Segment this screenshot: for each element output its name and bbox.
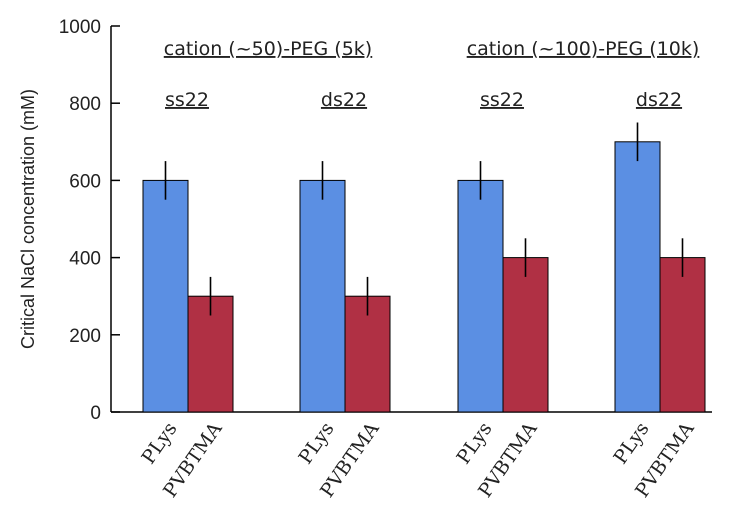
bar (659, 257, 706, 413)
bars (142, 122, 706, 413)
y-tick-label: 400 (69, 249, 101, 270)
group-label-4: ds22 (636, 89, 682, 111)
group-label-2: ds22 (321, 89, 367, 111)
y-tick-label: 0 (90, 403, 101, 424)
y-tick-label: 800 (69, 94, 101, 115)
y-axis-title: Critical NaCl concentration (mM) (18, 89, 38, 349)
bar (299, 179, 346, 413)
bar (142, 179, 189, 413)
annotation-group-1: cation (~50)-PEG (5k) (164, 38, 372, 60)
annotation-group-2: cation (~100)-PEG (10k) (467, 38, 700, 60)
x-tick-label: PLys (294, 418, 338, 468)
group-label-1: ss22 (165, 89, 209, 111)
bar (502, 257, 549, 413)
y-tick-label: 600 (69, 171, 101, 192)
group-label-3: ss22 (480, 89, 524, 111)
y-tick-label: 1000 (59, 17, 101, 38)
bar (614, 141, 661, 413)
x-tick-label: PLys (452, 418, 496, 468)
y-tick-label: 200 (69, 326, 101, 347)
x-tick-label: PLys (609, 418, 653, 468)
bar (457, 179, 504, 413)
y-ticks: 0 200 400 600 800 1000 (59, 17, 120, 424)
x-tick-label: PLys (137, 418, 181, 468)
